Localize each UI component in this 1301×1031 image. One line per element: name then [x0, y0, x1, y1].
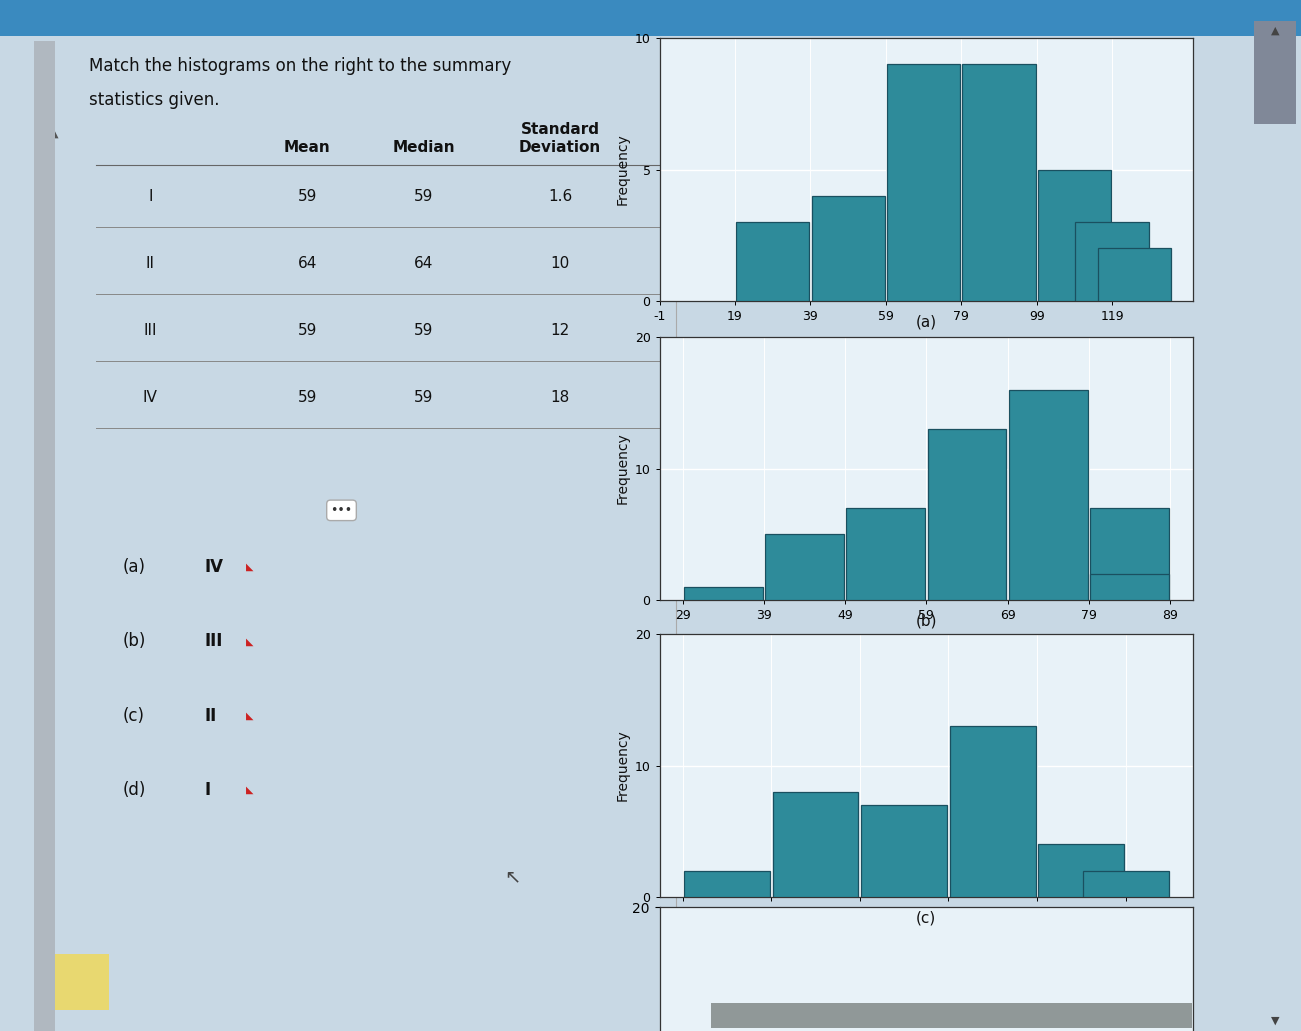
Bar [736, 223, 809, 301]
Bar [1038, 169, 1111, 301]
Text: III: III [143, 323, 157, 338]
Bar [861, 805, 947, 897]
Text: 64: 64 [414, 256, 433, 271]
Text: (b): (b) [122, 632, 146, 651]
Text: statistics given.: statistics given. [88, 91, 220, 108]
Bar [1008, 390, 1088, 600]
Text: II: II [206, 706, 217, 725]
Text: Standard
Deviation: Standard Deviation [519, 123, 601, 155]
Bar [712, 1003, 1193, 1028]
Bar [765, 534, 844, 600]
Text: (b): (b) [916, 613, 937, 629]
Text: 1.6: 1.6 [548, 189, 572, 204]
Bar [963, 64, 1036, 301]
Text: III: III [206, 632, 224, 651]
Bar [684, 870, 770, 897]
Bar [812, 196, 885, 301]
Text: •••: ••• [330, 504, 353, 517]
Bar [1254, 21, 1296, 124]
Text: 59: 59 [414, 323, 433, 338]
Y-axis label: Frequency: Frequency [615, 730, 630, 801]
Bar [847, 508, 925, 600]
Text: I: I [206, 780, 211, 799]
Bar [928, 429, 1006, 600]
Text: (c): (c) [916, 910, 937, 926]
Text: 59: 59 [298, 189, 317, 204]
Y-axis label: Frequency: Frequency [615, 433, 630, 504]
Bar [773, 792, 859, 897]
Text: 59: 59 [414, 189, 433, 204]
Text: ◣: ◣ [246, 785, 254, 795]
Text: (c): (c) [122, 706, 144, 725]
Text: Mean: Mean [284, 139, 330, 155]
Text: (d): (d) [122, 780, 146, 799]
Text: 12: 12 [550, 323, 570, 338]
Text: 10: 10 [550, 256, 570, 271]
Text: Match the histograms on the right to the summary: Match the histograms on the right to the… [88, 57, 511, 74]
Bar [1090, 573, 1168, 600]
Bar [34, 41, 55, 1031]
Text: IV: IV [143, 390, 157, 405]
Text: 59: 59 [298, 390, 317, 405]
Bar [1082, 870, 1168, 897]
Text: ↖: ↖ [503, 867, 520, 886]
Bar [1090, 508, 1168, 600]
Text: 59: 59 [298, 323, 317, 338]
Text: 64: 64 [298, 256, 317, 271]
Bar [1076, 223, 1149, 301]
Text: ▼: ▼ [1271, 1016, 1279, 1026]
Bar [0, 0, 683, 36]
Text: (a): (a) [122, 558, 146, 576]
Text: II: II [146, 256, 155, 271]
Text: ◣: ◣ [246, 710, 254, 721]
Text: Median: Median [392, 139, 455, 155]
Text: ◣: ◣ [246, 562, 254, 572]
Bar [887, 64, 960, 301]
Text: 18: 18 [550, 390, 570, 405]
Bar [950, 726, 1036, 897]
Text: 59: 59 [414, 390, 433, 405]
Text: IV: IV [206, 558, 224, 576]
Text: (a): (a) [916, 314, 937, 330]
Bar [1038, 844, 1124, 897]
Text: ◣: ◣ [246, 636, 254, 646]
Text: I: I [148, 189, 152, 204]
Bar [684, 587, 762, 600]
Text: ▲: ▲ [1271, 26, 1279, 36]
Text: ▲: ▲ [51, 129, 59, 139]
Bar [683, 0, 1301, 36]
Bar [55, 954, 109, 1010]
Y-axis label: Frequency: Frequency [615, 134, 630, 205]
Bar [1098, 248, 1171, 301]
